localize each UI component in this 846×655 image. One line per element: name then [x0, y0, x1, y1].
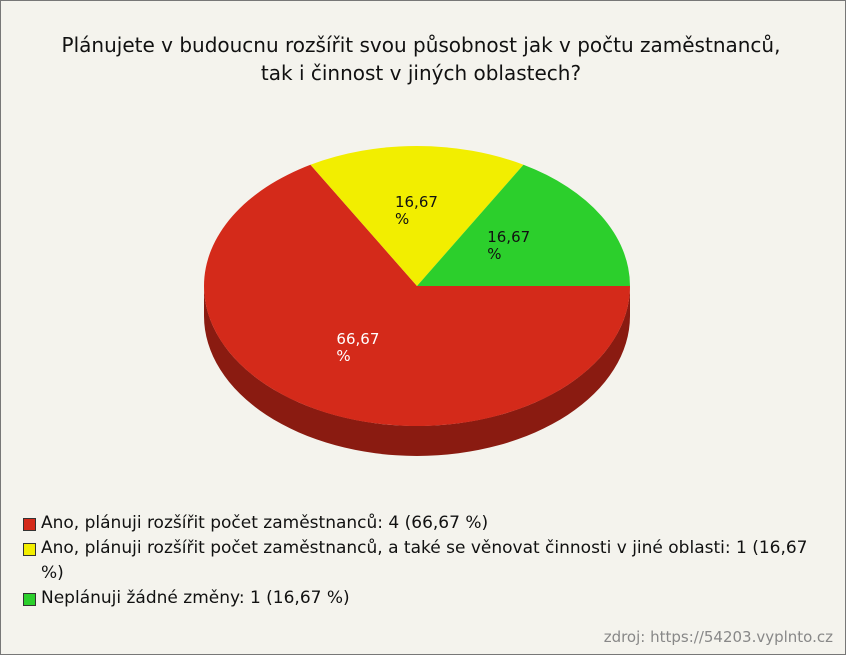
legend-entry: Ano, plánuji rozšířit počet zaměstnanců:… [23, 511, 823, 536]
legend-label: Neplánuji žádné změny: 1 (16,67 %) [41, 588, 350, 608]
legend-swatch [23, 593, 36, 606]
value-label: 16,67 % [394, 193, 438, 228]
legend-swatch [23, 518, 36, 531]
slice [310, 145, 524, 286]
legend-label: Ano, plánuji rozšířit počet zaměstnanců:… [41, 513, 489, 533]
legend-label: Ano, plánuji rozšířit počet zaměstnanců,… [41, 538, 808, 583]
legend-swatch [23, 543, 36, 556]
legend-entry: Ano, plánuji rozšířit počet zaměstnanců,… [23, 536, 823, 586]
source: zdroj: https://54203.vyplnto.cz [603, 628, 833, 646]
slice [417, 164, 630, 286]
value-label: 66,67 % [336, 329, 380, 365]
legend-entry: Neplánuji žádné změny: 1 (16,67 %) [23, 586, 823, 611]
slice-side [204, 286, 630, 456]
value-label: 16,67 % [487, 227, 531, 263]
legend: Ano, plánuji rozšířit počet zaměstnanců:… [23, 511, 823, 611]
slice [204, 164, 630, 426]
chart-title: Plánujete v budoucnu rozšířit svou působ… [61, 33, 781, 85]
